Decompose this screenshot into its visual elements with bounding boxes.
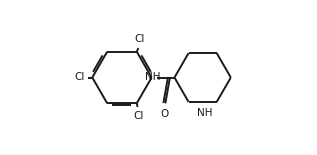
Text: Cl: Cl bbox=[135, 34, 145, 44]
Text: NH: NH bbox=[197, 108, 213, 118]
Text: Cl: Cl bbox=[133, 111, 144, 121]
Text: Cl: Cl bbox=[74, 72, 85, 82]
Text: O: O bbox=[160, 109, 168, 119]
Text: NH: NH bbox=[146, 73, 161, 82]
